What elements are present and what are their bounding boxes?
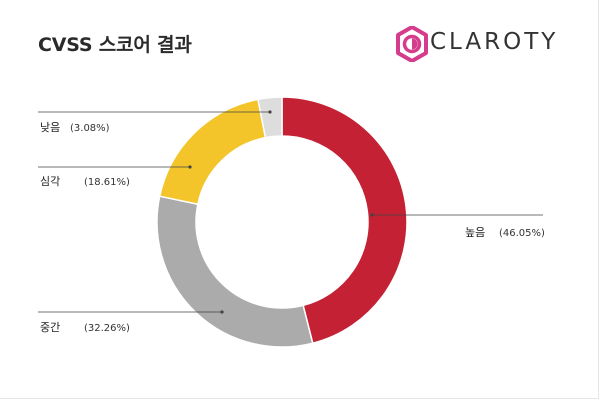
slice-label-percent-2: (32.26%) [84, 323, 130, 334]
claroty-logo: CLAROTY [396, 24, 576, 64]
donut-slice-4 [257, 96, 283, 139]
slice-label-percent-4: (3.08%) [70, 123, 110, 134]
logo-text: CLAROTY [430, 29, 559, 55]
claroty-logo-icon [396, 26, 428, 62]
slice-label-name-3: 심각 [40, 175, 60, 188]
slice-label-percent-3: (18.61%) [84, 177, 130, 188]
donut-slice-3 [158, 98, 267, 206]
donut-slice-1 [281, 96, 408, 345]
slice-label-name-1: 높음 [465, 226, 485, 239]
leader-dot-4 [268, 110, 272, 114]
slice-label-name-2: 중간 [40, 321, 60, 334]
chart-title: CVSS 스코어 결과 [38, 34, 192, 56]
slice-label-name-4: 낮음 [40, 121, 60, 134]
donut-slice-2 [156, 195, 314, 348]
leader-dot-2 [220, 310, 224, 314]
leader-dot-3 [188, 165, 192, 169]
slice-label-percent-1: (46.05%) [499, 228, 545, 239]
leader-dot-1 [370, 213, 374, 217]
